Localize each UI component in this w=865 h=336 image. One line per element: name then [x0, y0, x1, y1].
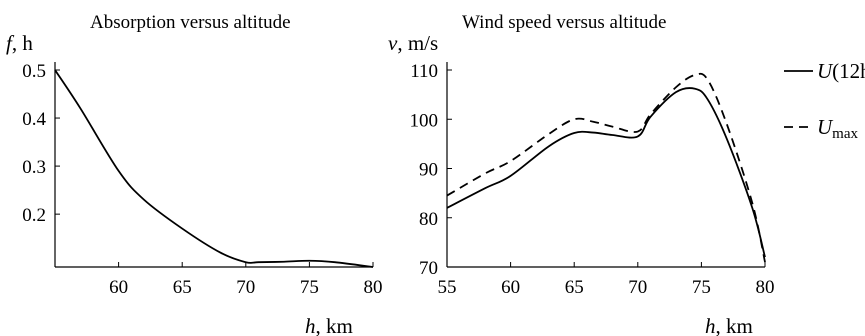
absorption-x-label-unit: , km: [316, 314, 353, 336]
legend-label-umax: Umax: [817, 115, 858, 142]
series-line-1-0: [446, 87, 766, 258]
x-tick-label: 65: [565, 277, 584, 298]
x-tick-label: 60: [109, 277, 128, 298]
x-tick-label: 75: [300, 277, 319, 298]
absorption-chart-title: Absorption versus altitude: [90, 12, 291, 33]
wind-legend: U(12h) Umax: [784, 59, 865, 142]
wind-y-label: v, m/s: [388, 31, 438, 55]
absorption-ticks: 60 65 70 75 80 0.2 0.3 0.4 0.5: [22, 61, 382, 298]
wind-chart: Wind speed versus altitude v, m/s h, km …: [388, 12, 865, 336]
absorption-series: [54, 69, 374, 268]
y-tick-label: 110: [410, 61, 438, 82]
series-line-1-1: [446, 72, 766, 263]
y-tick-label: 80: [419, 209, 438, 230]
y-tick-label: 0.4: [22, 109, 46, 130]
wind-axes: [446, 62, 765, 268]
wind-x-label-var: h: [705, 314, 716, 336]
x-tick-label: 75: [692, 277, 711, 298]
wind-series: [446, 72, 766, 263]
x-tick-label: 80: [364, 277, 383, 298]
x-tick-label: 80: [756, 277, 775, 298]
absorption-axes: [54, 62, 373, 268]
wind-x-label-unit: , km: [716, 314, 753, 336]
x-tick-label: 60: [501, 277, 520, 298]
legend-u12h-rest: (12h): [832, 59, 865, 83]
legend-u12h-main: U: [817, 59, 834, 83]
y-tick-label: 70: [419, 258, 438, 279]
legend-umax-sub: max: [832, 126, 858, 142]
absorption-x-label-var: h: [305, 314, 316, 336]
x-tick-label: 55: [438, 277, 457, 298]
y-tick-label: 90: [419, 160, 438, 181]
y-tick-label: 100: [410, 110, 439, 131]
series-line-0-0: [54, 69, 374, 268]
absorption-y-label: f, h: [6, 31, 33, 55]
wind-y-label-var: v: [388, 31, 398, 55]
wind-chart-title: Wind speed versus altitude: [462, 12, 667, 33]
x-tick-label: 65: [173, 277, 192, 298]
y-tick-label: 0.2: [22, 205, 46, 226]
wind-x-label: h, km: [705, 314, 753, 336]
x-tick-label: 70: [236, 277, 255, 298]
absorption-chart: Absorption versus altitude f, h h, km 60…: [6, 12, 383, 336]
absorption-y-label-unit: , h: [12, 31, 34, 55]
absorption-x-label: h, km: [305, 314, 353, 336]
y-tick-label: 0.3: [22, 157, 46, 178]
wind-ticks: 55 60 65 70 75 80 70 80 90 100 110: [410, 61, 775, 298]
legend-umax-main: U: [817, 115, 834, 139]
absorption-y-label-var: f: [6, 31, 15, 55]
legend-label-u12h: U(12h): [817, 59, 865, 83]
y-tick-label: 0.5: [22, 61, 46, 82]
wind-y-label-unit: , m/s: [397, 31, 438, 55]
x-tick-label: 70: [628, 277, 647, 298]
